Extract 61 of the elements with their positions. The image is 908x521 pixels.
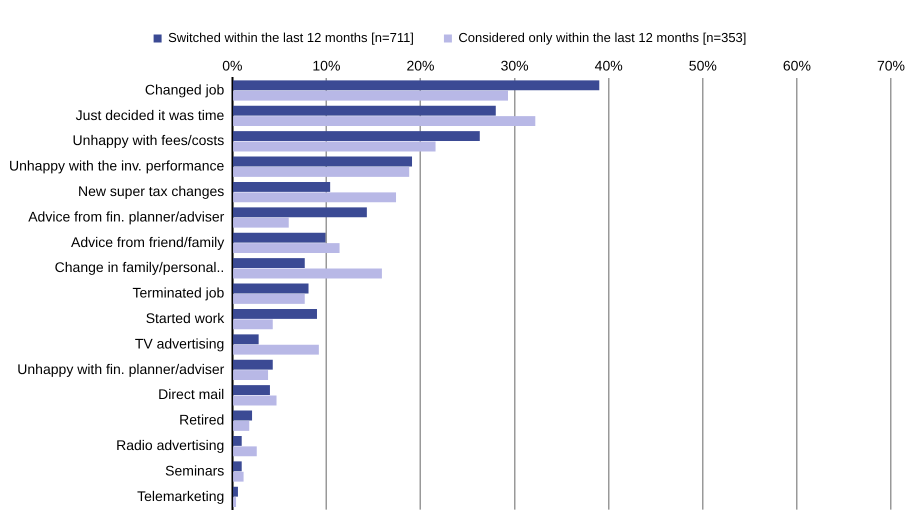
x-tick-label: 60% [782, 57, 811, 74]
bar [233, 360, 273, 370]
y-tick-label: Unhappy with fin. planner/adviser [17, 360, 225, 377]
bar [233, 207, 367, 218]
bar [233, 294, 305, 304]
y-tick-label: Retired [179, 412, 224, 428]
bar [233, 308, 317, 319]
bar [233, 192, 396, 202]
bar [233, 472, 244, 482]
bar [233, 420, 250, 431]
x-tick-label: 10% [312, 57, 340, 74]
bar [233, 258, 305, 268]
bar [233, 446, 257, 456]
bar [233, 410, 252, 420]
bar [233, 334, 259, 344]
x-tick-label: 0% [222, 57, 242, 74]
y-tick-label: Change in family/personal.. [54, 259, 224, 276]
x-tick-label: 50% [688, 57, 717, 74]
bar [233, 344, 319, 355]
bar [233, 166, 410, 177]
y-tick-label: Advice from fin. planner/adviser [28, 208, 225, 224]
legend-label: Switched within the last 12 months [n=711] [168, 30, 414, 46]
bar [233, 461, 242, 472]
y-tick-label: Just decided it was time [76, 106, 225, 123]
y-tick-label: TV advertising [134, 335, 224, 352]
bar [233, 319, 273, 330]
bar [233, 385, 270, 396]
bar [233, 156, 412, 166]
legend-label: Considered only within the last 12 months [n=353] [458, 30, 746, 46]
bar [233, 131, 480, 142]
bar [233, 182, 330, 192]
bar [233, 396, 277, 406]
bar [233, 106, 496, 116]
y-tick-label: Started work [146, 310, 226, 326]
y-tick-label: Advice from friend/family [71, 234, 224, 250]
y-tick-label: Telemarketing [137, 488, 224, 504]
y-tick-label: Changed job [144, 81, 225, 98]
x-tick-label: 40% [594, 57, 623, 74]
y-tick-label: Radio advertising [116, 436, 224, 453]
bar [233, 284, 309, 294]
bar [233, 90, 508, 101]
y-tick-label: Seminars [165, 462, 224, 478]
bar [233, 268, 382, 278]
bar [233, 436, 242, 446]
bar [233, 370, 268, 380]
bar [233, 243, 340, 254]
y-tick-label: Unhappy with the inv. performance [8, 158, 224, 174]
bar [233, 497, 236, 508]
y-tick-label: Direct mail [158, 386, 224, 402]
x-tick-label: 20% [406, 57, 435, 74]
bar [233, 116, 536, 126]
y-tick-label: Unhappy with fees/costs [72, 132, 224, 148]
y-tick-label: New super tax changes [78, 182, 224, 199]
x-tick-label: 70% [876, 57, 906, 74]
bar [233, 232, 326, 243]
y-tick-label: Terminated job [132, 284, 225, 301]
bar [233, 142, 436, 152]
bar [233, 218, 289, 228]
x-tick-label: 30% [500, 57, 529, 74]
bar [233, 80, 600, 90]
bar [233, 486, 238, 497]
